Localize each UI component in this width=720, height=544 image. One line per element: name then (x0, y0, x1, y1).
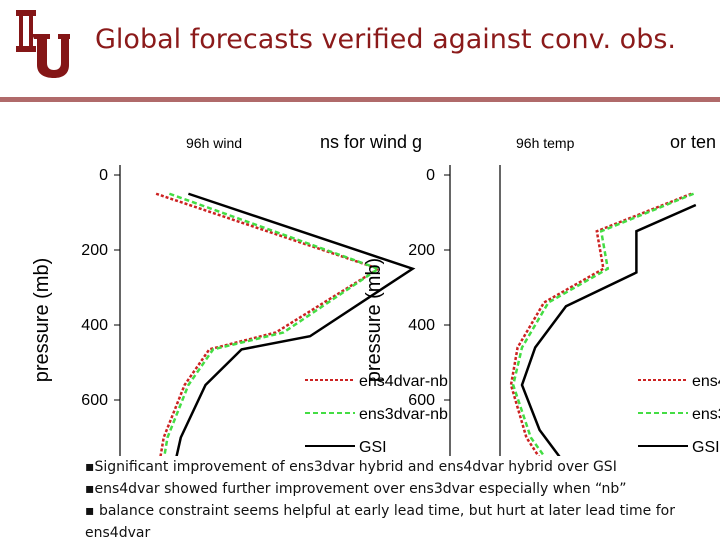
series-line (175, 192, 416, 456)
chart-title: or ten (670, 132, 716, 152)
y-tick-label: 200 (408, 242, 435, 259)
page-title: Global forecasts verified against conv. … (95, 24, 676, 55)
university-logo-icon (16, 10, 70, 78)
chart-title: ns for wind g (320, 132, 422, 152)
legend-label: ens3dvar-nb (359, 406, 448, 423)
y-tick-label: 600 (81, 392, 108, 409)
legend-label: ens4dvar-nb (359, 373, 448, 390)
legend-label: GSI (692, 439, 720, 456)
series-line (509, 192, 692, 456)
summary-bullets: ▪Significant improvement of ens3dvar hyb… (85, 456, 715, 544)
legend-label: GSI (359, 439, 387, 456)
y-axis-label: pressure (mb) (31, 258, 53, 382)
series-line (163, 192, 382, 456)
y-tick-label: 0 (99, 167, 108, 184)
panel-label: 96h wind (186, 135, 242, 151)
y-tick-label: 0 (426, 167, 435, 184)
bullet-item: ▪ balance constraint seems helpful at ea… (85, 503, 675, 541)
y-axis-label: pressure (mb) (363, 258, 385, 382)
bullet-item: ▪Significant improvement of ens3dvar hyb… (85, 459, 617, 475)
y-tick-label: 200 (81, 242, 108, 259)
panel-label: 96h temp (516, 135, 575, 151)
series-line (511, 192, 695, 456)
bullet-item: ▪ens4dvar showed further improvement ove… (85, 481, 627, 497)
y-tick-label: 400 (81, 317, 108, 334)
title-divider (0, 97, 720, 102)
legend-label: ens4 (692, 373, 720, 390)
series-line (520, 203, 697, 456)
y-tick-label: 400 (408, 317, 435, 334)
legend-label: ens3 (692, 406, 720, 423)
y-tick-label: 600 (408, 392, 435, 409)
